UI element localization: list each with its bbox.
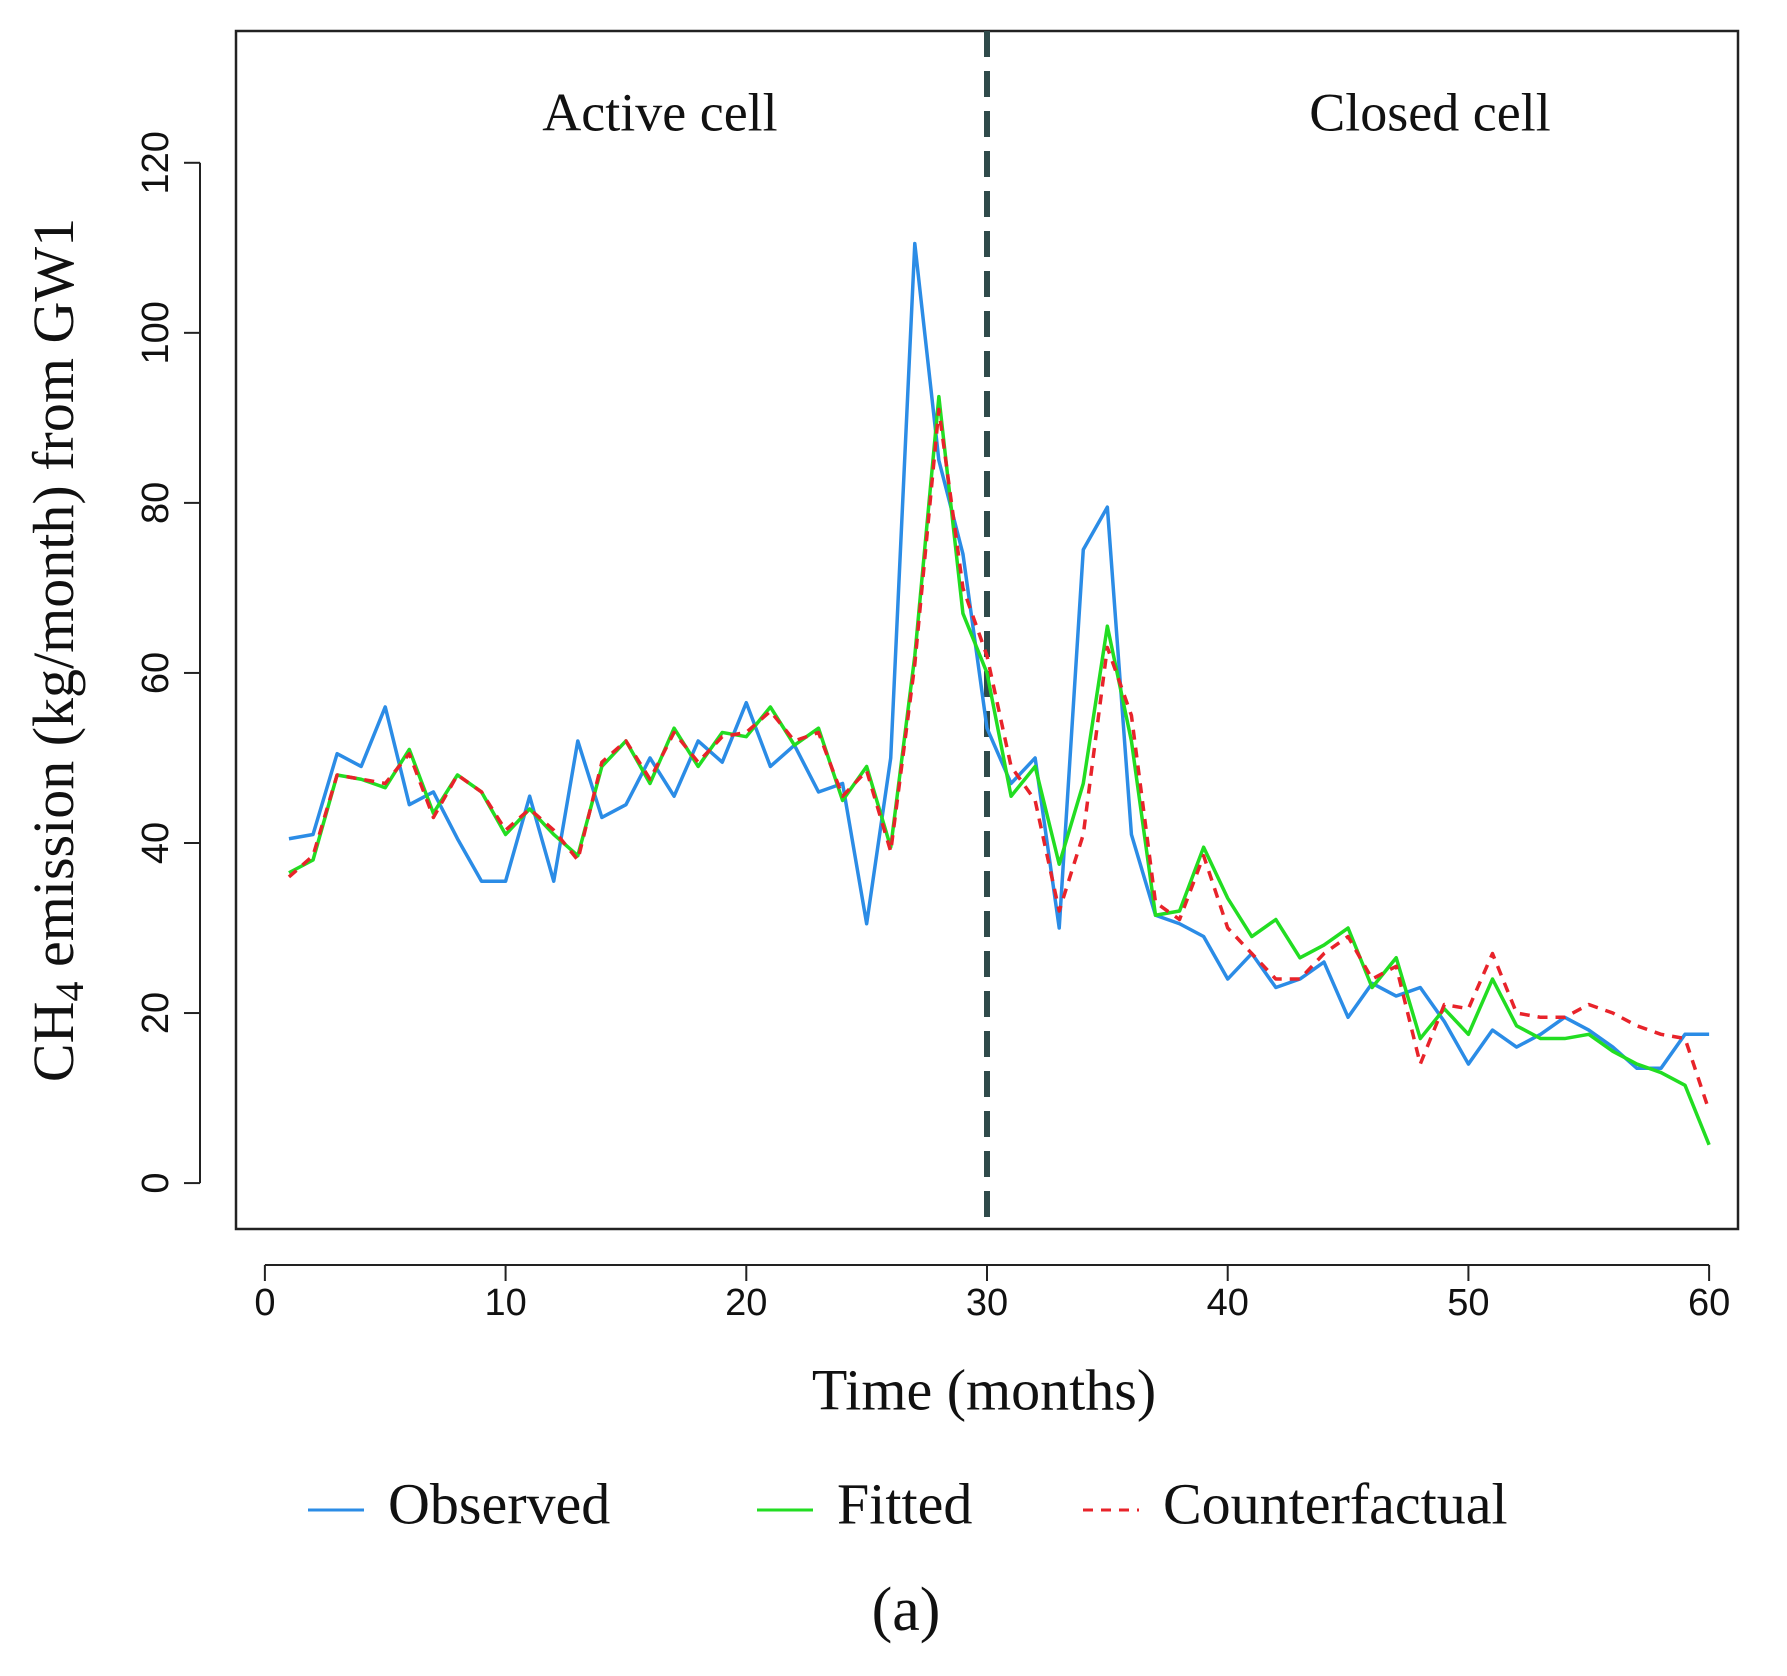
y-tick-label: 80 — [135, 482, 177, 524]
x-tick-label: 50 — [1447, 1282, 1489, 1324]
annotation: Active cell — [542, 82, 777, 142]
x-tick-label: 30 — [966, 1282, 1008, 1324]
y-label-subscript: 4 — [47, 982, 92, 1002]
x-tick-label: 60 — [1688, 1282, 1730, 1324]
x-tick-label: 10 — [484, 1282, 526, 1324]
y-tick-label: 20 — [135, 992, 177, 1034]
x-tick-label: 0 — [254, 1282, 275, 1324]
y-tick-label: 100 — [135, 301, 177, 364]
legend-label: Fitted — [837, 1471, 972, 1536]
y-tick-label: 40 — [135, 822, 177, 864]
legend-label: Counterfactual — [1163, 1471, 1508, 1536]
series-line — [287, 407, 1711, 1112]
y-tick-label: 120 — [135, 131, 177, 194]
y-label-part: emission (kg/month) from GW1 — [21, 218, 86, 982]
x-axis-label: Time (months) — [812, 1357, 1156, 1422]
annotation: Closed cell — [1309, 82, 1550, 142]
x-tick-label: 40 — [1207, 1282, 1249, 1324]
caption: (a) — [872, 1576, 941, 1644]
legend-label: Observed — [388, 1471, 610, 1536]
y-tick-label: 0 — [135, 1173, 177, 1194]
series-line — [288, 241, 1710, 1071]
y-axis-label: CH4 emission (kg/month) from GW1 — [21, 218, 92, 1082]
y-tick-label: 60 — [135, 652, 177, 694]
y-label-part: CH — [21, 1002, 86, 1083]
x-tick-label: 20 — [725, 1282, 767, 1324]
